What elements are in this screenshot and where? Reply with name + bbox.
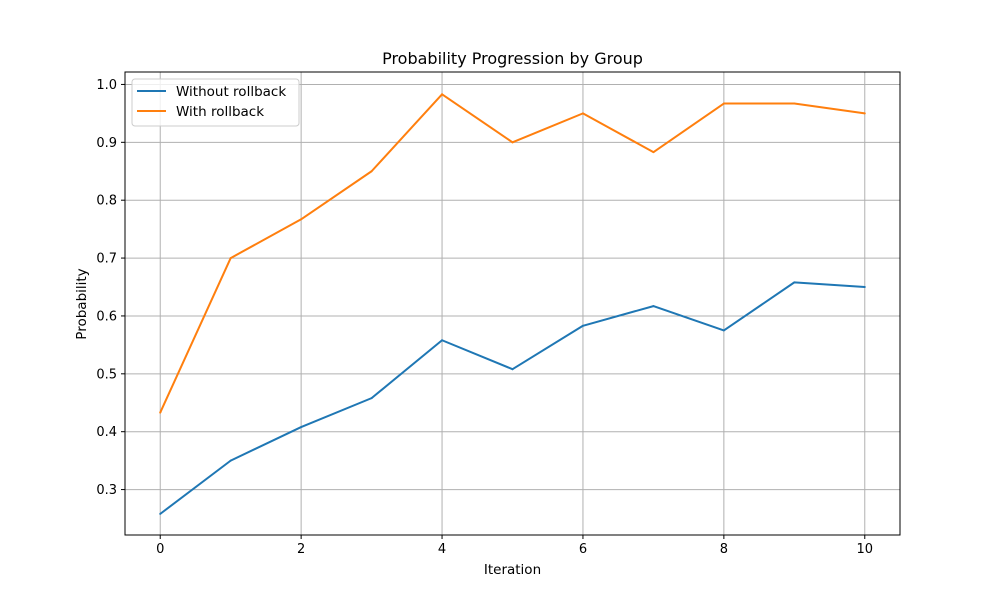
data-point — [159, 512, 162, 515]
chart-title: Probability Progression by Group — [382, 49, 643, 68]
y-tick-label: 0.8 — [96, 194, 117, 209]
data-point — [441, 339, 444, 342]
data-point — [229, 459, 232, 462]
data-point — [300, 426, 303, 429]
data-point — [441, 93, 444, 96]
y-tick-label: 1.0 — [96, 78, 117, 93]
legend-label: With rollback — [176, 104, 264, 120]
data-point — [722, 329, 725, 332]
data-point — [652, 305, 655, 308]
data-point — [793, 102, 796, 105]
y-axis-title: Probability — [74, 268, 90, 339]
data-point — [370, 397, 373, 400]
axis-ticks: 0 2 4 6 8 10 0.3 0.4 0.5 0.6 0.7 0.8 0.9 1.0 — [96, 78, 873, 557]
legend-label: Without rollback — [176, 84, 286, 100]
grid-lines — [125, 72, 900, 535]
data-point — [370, 170, 373, 173]
x-tick-label: 6 — [579, 542, 587, 557]
x-tick-label: 4 — [438, 542, 446, 557]
y-tick-label: 0.6 — [96, 309, 117, 324]
data-point — [300, 218, 303, 221]
x-tick-label: 8 — [720, 542, 728, 557]
data-point — [722, 102, 725, 105]
data-point — [793, 281, 796, 284]
data-point — [863, 112, 866, 115]
x-axis-title: Iteration — [484, 562, 541, 578]
data-point — [581, 324, 584, 327]
y-tick-label: 0.9 — [96, 136, 117, 151]
data-point — [581, 112, 584, 115]
data-point — [159, 411, 162, 414]
y-tick-label: 0.7 — [96, 252, 117, 267]
data-point — [652, 151, 655, 154]
x-tick-label: 0 — [156, 542, 164, 557]
data-point — [229, 257, 232, 260]
x-tick-label: 10 — [856, 542, 873, 557]
legend-box — [131, 78, 300, 127]
series-lines — [159, 93, 866, 515]
data-point — [511, 368, 514, 371]
y-tick-label: 0.4 — [96, 425, 117, 440]
y-tick-label: 0.5 — [96, 367, 117, 382]
data-point — [511, 141, 514, 144]
plot-area-frame — [124, 71, 901, 536]
x-tick-label: 2 — [297, 542, 305, 557]
legend: Without rollback With rollback — [131, 78, 300, 127]
data-point — [863, 286, 866, 289]
y-tick-label: 0.3 — [96, 483, 117, 498]
